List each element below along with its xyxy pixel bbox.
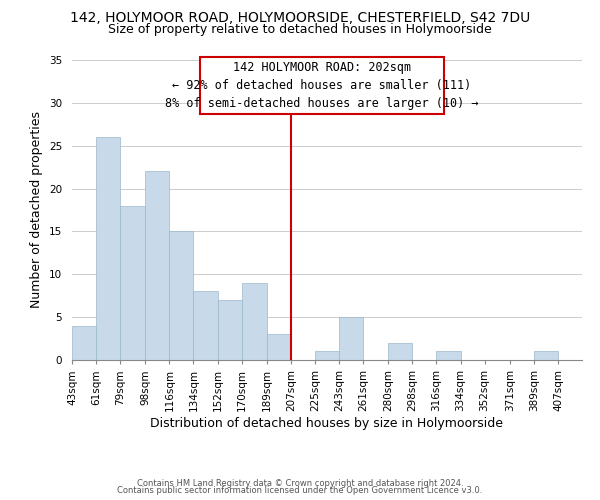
Bar: [218, 300, 242, 360]
X-axis label: Distribution of detached houses by size in Holymoorside: Distribution of detached houses by size …: [151, 416, 503, 430]
Text: 142 HOLYMOOR ROAD: 202sqm
← 92% of detached houses are smaller (111)
8% of semi-: 142 HOLYMOOR ROAD: 202sqm ← 92% of detac…: [165, 61, 479, 110]
Text: 142, HOLYMOOR ROAD, HOLYMOORSIDE, CHESTERFIELD, S42 7DU: 142, HOLYMOOR ROAD, HOLYMOORSIDE, CHESTE…: [70, 11, 530, 25]
Bar: [199, 57, 444, 114]
Text: Contains HM Land Registry data © Crown copyright and database right 2024.: Contains HM Land Registry data © Crown c…: [137, 478, 463, 488]
Bar: [534, 352, 558, 360]
Bar: [120, 206, 145, 360]
Y-axis label: Number of detached properties: Number of detached properties: [31, 112, 43, 308]
Text: Size of property relative to detached houses in Holymoorside: Size of property relative to detached ho…: [108, 22, 492, 36]
Text: Contains public sector information licensed under the Open Government Licence v3: Contains public sector information licen…: [118, 486, 482, 495]
Bar: [267, 334, 291, 360]
Bar: [193, 292, 218, 360]
Bar: [242, 283, 267, 360]
Bar: [339, 317, 363, 360]
Bar: [388, 343, 412, 360]
Bar: [315, 352, 339, 360]
Bar: [145, 172, 169, 360]
Bar: [436, 352, 461, 360]
Bar: [169, 232, 193, 360]
Bar: [72, 326, 96, 360]
Bar: [96, 137, 120, 360]
